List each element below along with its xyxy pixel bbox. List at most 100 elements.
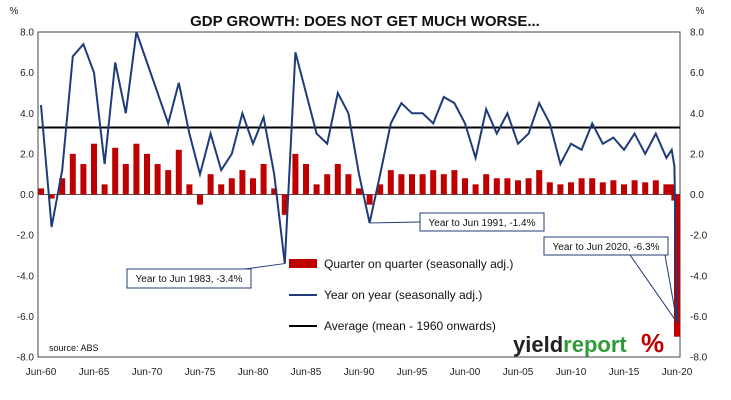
- quarterly-bar: [493, 178, 500, 195]
- x-tick-label: Jun-70: [132, 367, 163, 378]
- yieldreport-logo: yieldreport %: [513, 328, 664, 358]
- y-tick-right: -4.0: [690, 271, 708, 282]
- x-tick-label: Jun-60: [26, 367, 57, 378]
- quarterly-bar: [366, 194, 373, 205]
- y-tick-right: -8.0: [690, 353, 708, 364]
- y-tick-left: -8.0: [17, 353, 35, 364]
- callout-1991: Year to Jun 1991, -1.4%: [369, 212, 545, 232]
- quarterly-bar: [451, 170, 458, 195]
- quarterly-bar: [197, 194, 203, 205]
- y-tick-left: 4.0: [20, 109, 34, 120]
- callout-1991-label: Year to Jun 1991, -1.4%: [429, 218, 536, 229]
- quarterly-bar: [642, 182, 649, 195]
- y-tick-left: 8.0: [20, 28, 34, 39]
- quarterly-bar: [568, 182, 574, 195]
- quarterly-bar: [303, 164, 309, 195]
- quarterly-bar: [313, 184, 320, 195]
- quarterly-bar: [218, 184, 225, 195]
- quarterly-bar: [546, 182, 553, 195]
- left-axis-unit: %: [10, 6, 19, 17]
- quarterly-bar: [377, 184, 384, 195]
- quarterly-bar: [589, 178, 596, 195]
- x-axis: Jun-60 Jun-65 Jun-70 Jun-75 Jun-80 Jun-85 Jun-…: [26, 367, 693, 378]
- quarterly-bar: [668, 184, 675, 195]
- callout-1983-label: Year to Jun 1983, -3.4%: [136, 274, 243, 285]
- quarterly-bar: [59, 178, 66, 195]
- quarterly-bar: [271, 188, 278, 195]
- callout-2020: Year to Jun 2020, -6.3%: [543, 236, 678, 323]
- quarterly-bar: [610, 180, 617, 195]
- quarterly-bar: [228, 178, 235, 195]
- quarterly-bar: [334, 164, 341, 195]
- quarterly-bar: [472, 184, 479, 195]
- quarterly-bar: [663, 184, 670, 195]
- quarterly-bar: [356, 188, 362, 195]
- y-tick-left: 6.0: [20, 68, 34, 79]
- quarterly-bar: [578, 178, 585, 195]
- y-tick-left: -2.0: [17, 231, 35, 242]
- quarterly-bar: [175, 149, 182, 195]
- quarterly-bar: [260, 164, 267, 195]
- quarterly-bar: [112, 147, 119, 195]
- x-tick-label: Jun-20: [662, 367, 693, 378]
- x-tick-label: Jun-90: [344, 367, 375, 378]
- quarterly-bar: [48, 194, 55, 199]
- quarterly-bar: [91, 143, 97, 195]
- y-tick-left: -6.0: [17, 312, 35, 323]
- quarterly-bar: [281, 194, 288, 215]
- quarterly-bar: [462, 178, 468, 195]
- quarterly-bar: [621, 184, 627, 195]
- quarterly-bar: [239, 170, 246, 195]
- quarterly-bar: [440, 174, 447, 195]
- legend: Quarter on quarter (seasonally adj.) Yea…: [289, 257, 513, 333]
- source-note: source: ABS: [49, 343, 99, 353]
- quarterly-bar: [483, 174, 490, 195]
- quarterly-bar: [324, 174, 331, 195]
- chart-title: GDP GROWTH: DOES NOT GET MUCH WORSE...: [190, 13, 540, 30]
- legend-quarterly-label: Quarter on quarter (seasonally adj.): [324, 257, 513, 271]
- quarterly-bar: [631, 180, 638, 195]
- quarterly-bar: [398, 174, 405, 195]
- quarterly-bar: [38, 188, 44, 195]
- quarterly-bar: [536, 170, 543, 195]
- quarterly-bar: [515, 180, 521, 195]
- quarterly-bar: [504, 178, 511, 195]
- callout-2020-label: Year to Jun 2020, -6.3%: [553, 242, 660, 253]
- y-tick-right: 0.0: [690, 190, 704, 201]
- quarterly-bar: [154, 164, 161, 195]
- svg-text:yieldreport: yieldreport: [513, 332, 627, 357]
- quarterly-bar: [292, 153, 299, 195]
- logo-percent-mark: %: [641, 328, 664, 358]
- quarterly-bar: [599, 182, 606, 195]
- legend-annual-label: Year on year (seasonally adj.): [324, 288, 482, 302]
- y-tick-right: -2.0: [690, 231, 708, 242]
- quarterly-bar: [419, 174, 426, 195]
- x-tick-label: Jun-10: [556, 367, 587, 378]
- quarterly-bar: [525, 178, 532, 195]
- quarterly-bar: [80, 164, 87, 195]
- quarterly-bar: [652, 180, 659, 195]
- x-tick-label: Jun-75: [185, 367, 216, 378]
- x-tick-label: Jun-05: [503, 367, 534, 378]
- quarterly-bar: [186, 184, 193, 195]
- logo-word-report: report: [563, 332, 627, 357]
- quarterly-bar: [144, 153, 150, 195]
- x-tick-label: Jun-95: [397, 367, 428, 378]
- quarterly-bar: [133, 143, 140, 195]
- y-tick-right: -6.0: [690, 312, 708, 323]
- legend-average-label: Average (mean - 1960 onwards): [324, 319, 496, 333]
- quarterly-bar: [207, 174, 214, 195]
- quarterly-bar: [387, 170, 394, 195]
- quarterly-bar: [345, 174, 352, 195]
- x-tick-label: Jun-85: [291, 367, 322, 378]
- quarterly-bar: [430, 170, 437, 195]
- right-axis-unit: %: [696, 6, 705, 17]
- y-tick-left: 0.0: [20, 190, 34, 201]
- quarterly-bar: [557, 184, 564, 195]
- legend-bar-swatch: [289, 259, 317, 268]
- x-tick-label: Jun-00: [450, 367, 481, 378]
- x-tick-label: Jun-65: [79, 367, 110, 378]
- x-tick-label: Jun-15: [609, 367, 640, 378]
- right-y-axis: 8.0 6.0 4.0 2.0 0.0 -2.0 -4.0 -6.0 -8.0: [690, 28, 708, 364]
- quarterly-bar: [122, 164, 129, 195]
